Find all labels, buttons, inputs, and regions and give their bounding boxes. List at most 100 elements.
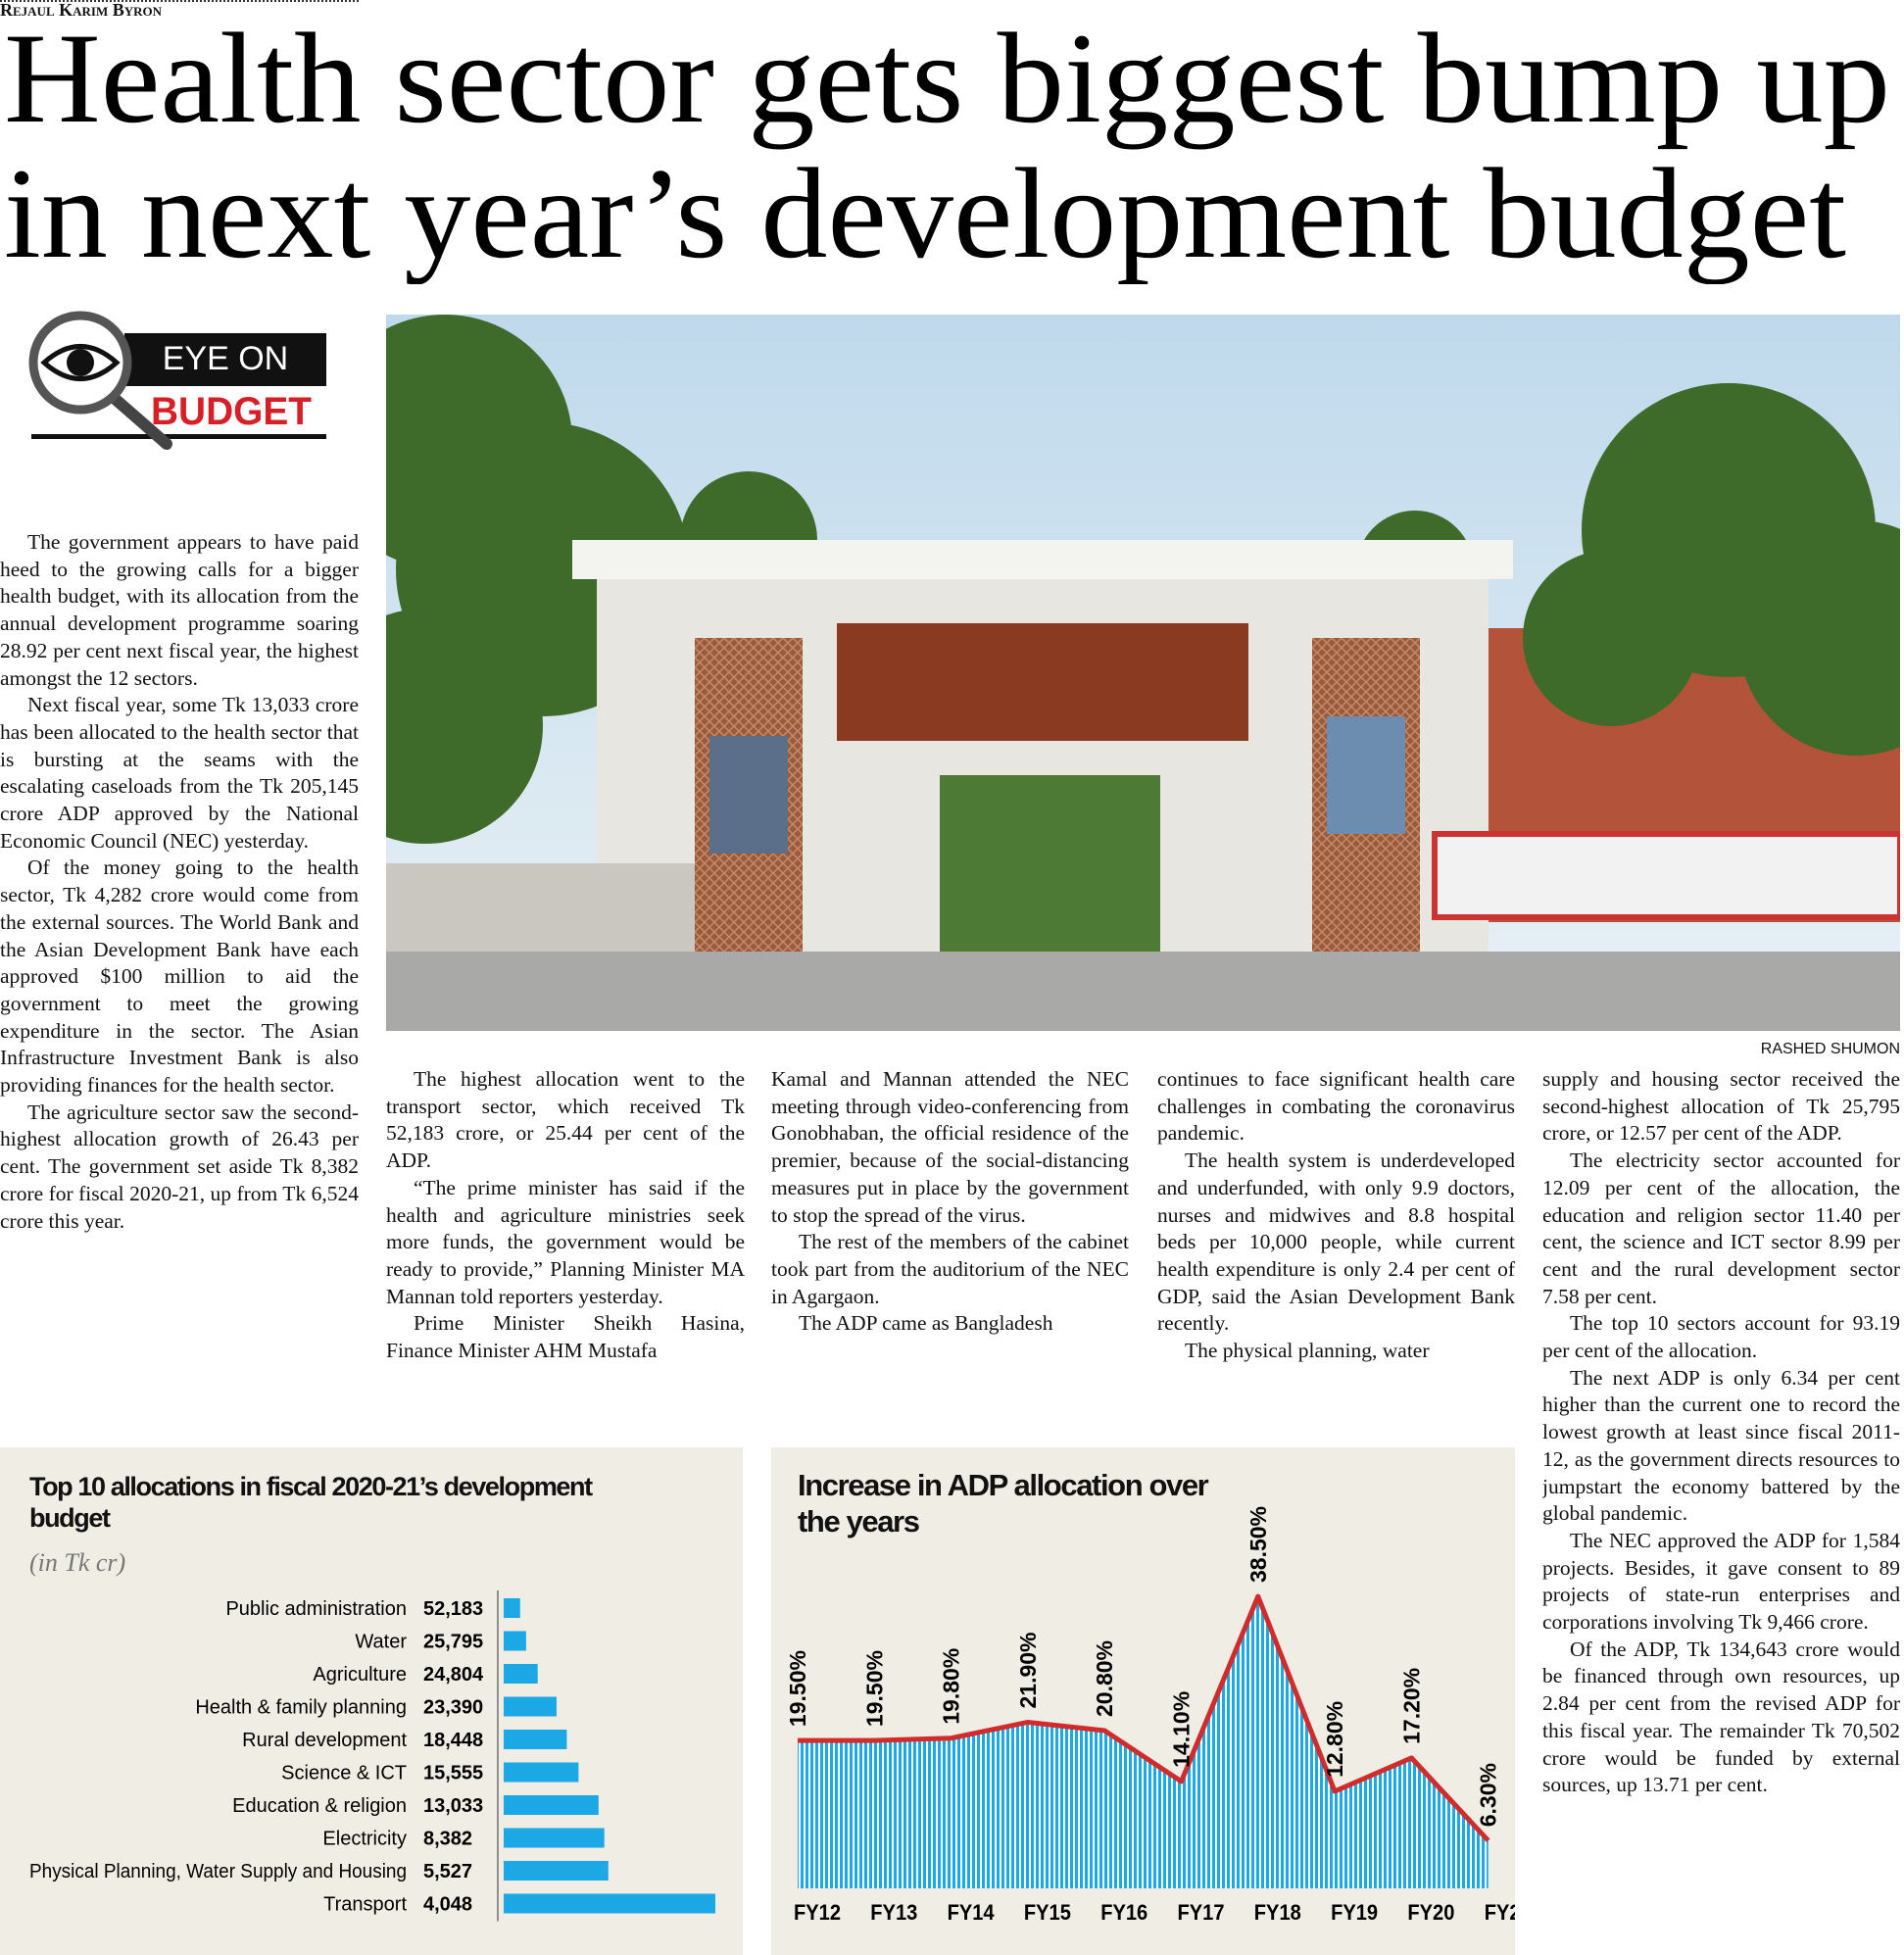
paragraph: The electricity sector accounted for 12.… [1542,1149,1900,1308]
logo-rule [31,434,326,439]
chart-subtitle: (in Tk cr) [29,1548,126,1577]
x-tick-label: FY20 [1407,1900,1454,1925]
magnifier-handle [107,391,172,450]
x-tick-label: FY15 [1024,1900,1071,1925]
paragraph: continues to face significant health car… [1157,1067,1515,1146]
x-tick-label: FY19 [1331,1900,1378,1925]
logo-box [124,333,326,386]
value-label: 52,183 [423,1598,483,1620]
billboard [1432,831,1900,920]
value-label: 20.80% [1092,1640,1117,1717]
text-column: continues to face significant health car… [1157,1066,1515,1425]
logo-line2: BUDGET [151,390,312,433]
area-chart: 19.50% FY12 19.50% FY13 19.80% FY14 21.90% FY15… [785,1506,1515,1925]
headline-line: in next year’s development budget [4,141,1846,284]
value-label: 12.80% [1322,1701,1347,1778]
x-tick-label: FY17 [1178,1900,1225,1925]
value-label: 14.10% [1169,1691,1195,1768]
x-tick-label: FY14 [948,1900,996,1925]
chart-panel: Increase in ADP allocation over the year… [771,1447,1515,1955]
bar-chart: Public administration 52,183 Water 25,795 Ag… [29,1590,715,1922]
photo-credit: RASHED SHUMON [1760,1041,1900,1057]
text-column: The government appears to have paid heed… [0,529,359,1416]
area [798,1596,1489,1888]
paragraph: The NEC approved the ADP for 1,584 proje… [1542,1528,1900,1635]
x-tick-label: FY21 [1485,1900,1515,1925]
value-label: 15,555 [423,1763,483,1784]
bar [504,1893,715,1914]
value-label: 6.30% [1476,1763,1501,1827]
bar [504,1828,605,1848]
value-label: 8,382 [423,1829,472,1850]
paragraph: The health system is underdeveloped and … [1157,1149,1515,1336]
category-label: Science & ICT [281,1763,407,1784]
paragraph: The ADP came as Bangladesh [798,1311,1053,1336]
portrait-right [1327,716,1405,834]
paragraph: The rest of the members of the cabinet t… [771,1230,1129,1308]
paragraph: The government appears to have paid heed… [0,530,359,690]
category-label: Health & family planning [195,1697,407,1719]
value-label: 19.50% [861,1650,887,1727]
paragraph: Prime Minister Sheikh Hasina, Finance Mi… [386,1311,745,1363]
paragraph: Of the ADP, Tk 134,643 crore would be fi… [1542,1637,1900,1797]
line [798,1593,1490,1842]
byline: Rejaul Karim Byron [0,0,163,20]
value-label: 17.20% [1398,1668,1424,1744]
value-label: 5,527 [423,1861,472,1882]
category-label: Transport [323,1894,407,1916]
category-label: Water [355,1632,407,1653]
value-label: 25,795 [423,1632,483,1653]
x-tick-label: FY12 [794,1900,841,1925]
text-column: The highest allocation went to the trans… [386,1066,745,1425]
wall [386,863,695,952]
bar [504,1664,538,1684]
portrait-left [709,736,788,854]
paragraph: Next fiscal year, some Tk 13,033 crore h… [0,693,359,853]
value-label: 13,033 [423,1795,483,1817]
headline-line: Health sector gets biggest bump up [4,6,1890,150]
category-label: Education & religion [232,1795,407,1817]
x-tick-label: FY18 [1254,1900,1301,1925]
value-label: 21.90% [1015,1632,1041,1708]
paragraph: Kamal and Mannan attended the NEC meetin… [771,1067,1129,1227]
value-label: 4,048 [423,1894,472,1916]
x-tick-label: FY16 [1100,1900,1147,1925]
value-label: 24,804 [423,1664,484,1686]
category-label: Agriculture [313,1664,407,1686]
category-label: Electricity [322,1829,407,1850]
bar [504,1861,609,1881]
headline: Health sector gets biggest bump up in ne… [4,6,1890,284]
text-column: supply and housing sector received the s… [1542,1066,1900,1953]
bar [504,1762,579,1783]
value-label: 18,448 [423,1730,483,1751]
paragraph: The next ADP is only 6.34 per cent highe… [1542,1365,1900,1526]
roof [572,540,1513,579]
paragraph: “The prime minister has said if the heal… [386,1175,745,1308]
paragraph: The highest allocation went to the trans… [386,1067,745,1173]
paragraph: The top 10 sectors account for 93.19 per… [1542,1311,1900,1363]
byline-rule [0,0,359,2]
paragraph: Of the money going to the health sector,… [0,855,359,1098]
category-label: Public administration [225,1598,407,1620]
text-column: Kamal and Mannan attended the NEC meetin… [771,1066,1129,1425]
value-label: 23,390 [423,1697,483,1719]
value-label: 38.50% [1245,1506,1271,1583]
category-label: Physical Planning, Water Supply and Hous… [29,1861,407,1882]
bar [504,1730,567,1749]
value-label: 19.80% [939,1648,964,1725]
logo-line1: EYE ON [163,340,288,377]
paragraph: The physical planning, water [1184,1339,1430,1363]
pupil [67,349,94,376]
value-label: 19.50% [785,1650,810,1727]
x-tick-label: FY13 [870,1900,917,1925]
name-panel [837,623,1248,741]
gate-opening [940,775,1160,952]
category-label: Rural development [242,1730,407,1751]
paragraph: supply and housing sector received the s… [1542,1067,1900,1146]
bar [504,1631,526,1651]
chart-title: Increase in ADP allocation over the year… [798,1468,1209,1540]
logo: EYE ON BUDGET [28,311,326,450]
bar [504,1795,599,1815]
chart-panel: Top 10 allocations in fiscal 2020-21’s d… [0,1447,743,1955]
